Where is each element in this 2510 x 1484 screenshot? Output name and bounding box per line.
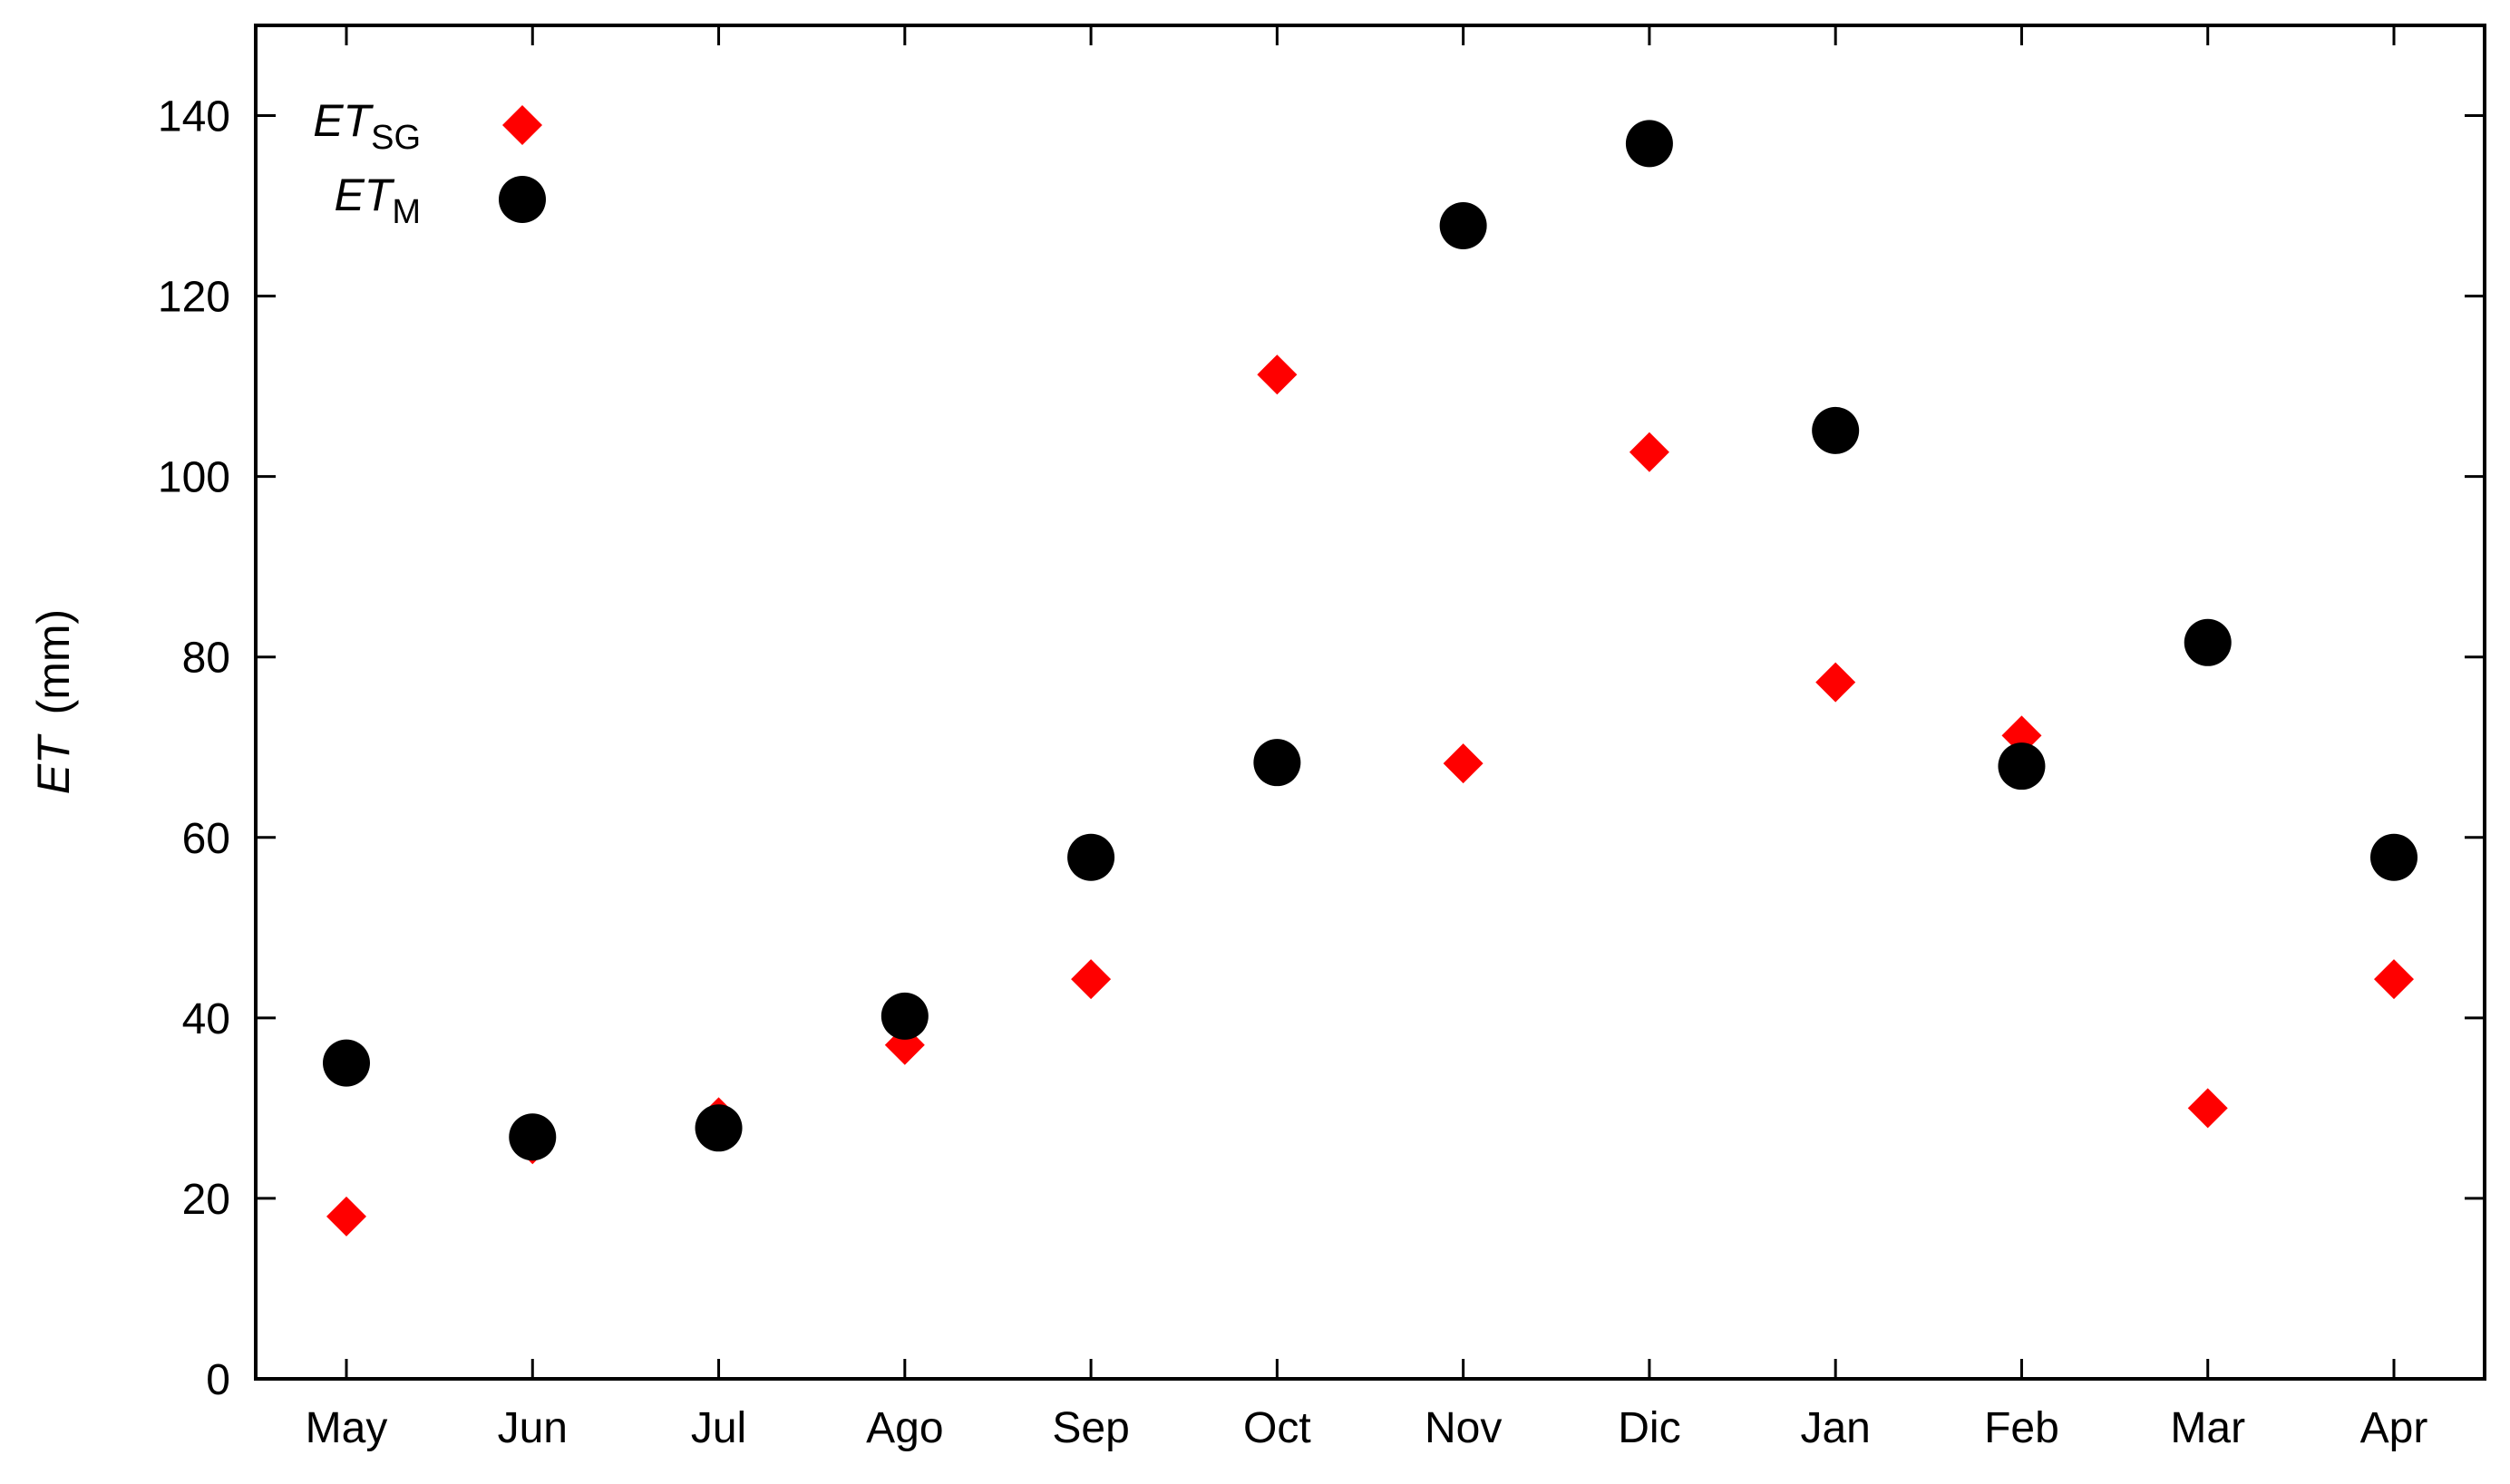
data-point-et-m bbox=[1067, 833, 1115, 881]
legend-markers bbox=[499, 105, 546, 223]
x-tick-label: Mar bbox=[2170, 1404, 2245, 1452]
plot-frame bbox=[254, 24, 2486, 1381]
y-tick-label: 60 bbox=[182, 815, 230, 863]
data-point-et-m bbox=[2370, 833, 2418, 881]
legend-label-et-sg: ETSG bbox=[313, 95, 421, 157]
legend-label-et-m: ETM bbox=[334, 170, 421, 231]
data-point-et-sg bbox=[2187, 1088, 2228, 1129]
legend-label-et-sg-sub: SG bbox=[371, 119, 421, 157]
y-tick-label: 120 bbox=[158, 274, 230, 322]
data-point-et-sg bbox=[1071, 959, 1112, 1000]
data-point-et-m bbox=[1439, 201, 1487, 249]
data-point-et-sg bbox=[2374, 959, 2414, 1000]
data-point-et-m bbox=[1812, 406, 1860, 454]
x-tick-label: May bbox=[306, 1404, 388, 1452]
y-axis-title-unit: (mm) bbox=[28, 609, 79, 715]
data-point-et-m bbox=[1625, 120, 1673, 168]
y-tick-label: 40 bbox=[182, 995, 230, 1043]
x-tick-label: Dic bbox=[1618, 1404, 1680, 1452]
legend-marker-et-m bbox=[499, 176, 546, 223]
x-tick-label: Nov bbox=[1425, 1404, 1502, 1452]
data-point-et-sg bbox=[1443, 743, 1484, 784]
x-tick-label: Apr bbox=[2360, 1404, 2428, 1452]
x-tick-label: Jul bbox=[691, 1404, 746, 1452]
tick-layer bbox=[256, 25, 2485, 1381]
legend-label-et-sg-main: ET bbox=[313, 95, 374, 146]
data-point-et-m bbox=[323, 1039, 370, 1087]
data-point-et-sg bbox=[326, 1196, 366, 1237]
legend-label-et-m-main: ET bbox=[334, 170, 394, 220]
x-tick-label: Feb bbox=[1984, 1404, 2059, 1452]
y-tick-label: 140 bbox=[158, 93, 230, 141]
tick-labels-layer: 0 20 40 60 80 100 120 140 May Jun Jul Ago Sep Oct Nov D… bbox=[158, 93, 2427, 1452]
x-tick-label: Oct bbox=[1243, 1404, 1311, 1452]
data-point-et-sg bbox=[1815, 662, 1856, 703]
legend-marker-et-sg bbox=[502, 105, 542, 145]
data-point-et-sg bbox=[1629, 432, 1669, 472]
y-tick-label: 20 bbox=[182, 1176, 230, 1224]
y-tick-label: 100 bbox=[158, 454, 230, 502]
y-axis-title-main: ET bbox=[28, 733, 79, 794]
data-point-et-sg bbox=[1257, 354, 1298, 395]
legend-label-et-m-sub: M bbox=[392, 193, 421, 231]
x-tick-label: Sep bbox=[1052, 1404, 1129, 1452]
y-tick-label: 0 bbox=[206, 1356, 230, 1404]
x-tick-label: Jun bbox=[498, 1404, 568, 1452]
legend: ETSG ETM bbox=[313, 95, 546, 231]
data-point-et-m bbox=[2184, 618, 2232, 666]
data-point-et-m bbox=[695, 1104, 743, 1152]
data-point-et-m bbox=[880, 992, 929, 1040]
x-tick-label: Jan bbox=[1800, 1404, 1870, 1452]
data-point-et-m bbox=[509, 1113, 557, 1161]
x-tick-label: Ago bbox=[866, 1404, 943, 1452]
y-tick-label: 80 bbox=[182, 635, 230, 683]
y-axis-title: ET (mm) bbox=[28, 609, 79, 794]
data-points-layer bbox=[323, 120, 2418, 1237]
data-point-et-m bbox=[1998, 742, 2046, 790]
data-point-et-m bbox=[1253, 739, 1301, 787]
